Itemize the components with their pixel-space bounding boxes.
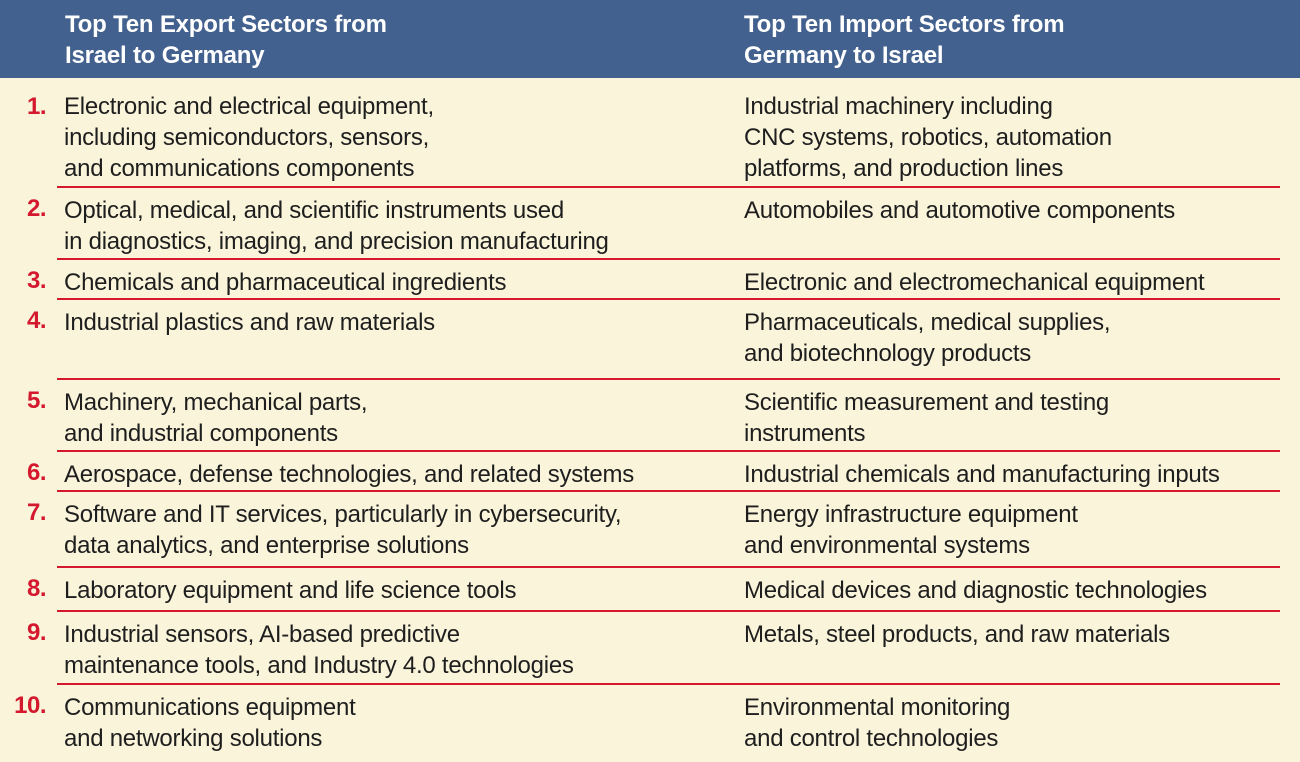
export-column-header: Top Ten Export Sectors from Israel to Ge… [65,11,387,69]
row-number: 8. [26,575,47,602]
table-row: 2. Optical, medical, and scientific inst… [0,186,1300,258]
import-sector-cell: Environmental monitoring and control tec… [744,694,1011,752]
table-row: 9. Industrial sensors, AI-based predicti… [0,610,1300,683]
import-sector-cell: Metals, steel products, and raw material… [744,621,1170,648]
table-row: 1. Electronic and electrical equipment, … [0,78,1300,186]
table-row: 10. Communications equipment and network… [0,683,1300,762]
table-header: Top Ten Export Sectors from Israel to Ge… [0,0,1300,78]
row-number: 9. [26,619,47,646]
import-sector-cell: Electronic and electromechanical equipme… [744,269,1205,296]
import-sector-cell: Medical devices and diagnostic technolog… [744,577,1207,604]
table-row: 5. Machinery, mechanical parts, and indu… [0,378,1300,450]
import-sector-cell: Scientific measurement and testing instr… [744,389,1110,447]
table-row: 6. Aerospace, defense technologies, and … [0,450,1300,490]
import-sector-cell: Industrial chemicals and manufacturing i… [744,461,1220,488]
export-sector-cell: Aerospace, defense technologies, and rel… [64,461,635,488]
export-sector-cell: Optical, medical, and scientific instrum… [64,197,609,255]
export-sector-cell: Machinery, mechanical parts, and industr… [64,389,368,447]
table-row: 8. Laboratory equipment and life science… [0,566,1300,610]
import-sector-cell: Industrial machinery including CNC syste… [744,93,1112,182]
row-number: 6. [26,459,47,486]
export-sector-cell: Communications equipment and networking … [64,694,356,752]
row-number: 10. [14,692,46,719]
row-number: 5. [26,387,47,414]
import-sector-cell: Pharmaceuticals, medical supplies, and b… [744,309,1111,367]
row-number: 1. [26,93,47,120]
row-number: 3. [26,267,47,294]
import-sector-cell: Energy infrastructure equipment and envi… [744,501,1078,559]
row-number: 7. [26,499,47,526]
table-row: 4. Industrial plastics and raw materials… [0,298,1300,378]
table-row: 3. Chemicals and pharmaceutical ingredie… [0,258,1300,298]
export-sector-cell: Laboratory equipment and life science to… [64,577,517,604]
table-row: 7. Software and IT services, particularl… [0,490,1300,566]
import-column-header: Top Ten Import Sectors from Germany to I… [744,11,1065,69]
export-sector-cell: Industrial sensors, AI-based predictive … [64,621,574,679]
row-number: 2. [26,195,47,222]
export-sector-cell: Software and IT services, particularly i… [64,501,622,559]
export-sector-cell: Chemicals and pharmaceutical ingredients [64,269,507,296]
import-sector-cell: Automobiles and automotive components [744,197,1176,224]
export-sector-cell: Electronic and electrical equipment, inc… [64,93,434,182]
row-number: 4. [26,307,47,334]
export-sector-cell: Industrial plastics and raw materials [64,309,435,336]
